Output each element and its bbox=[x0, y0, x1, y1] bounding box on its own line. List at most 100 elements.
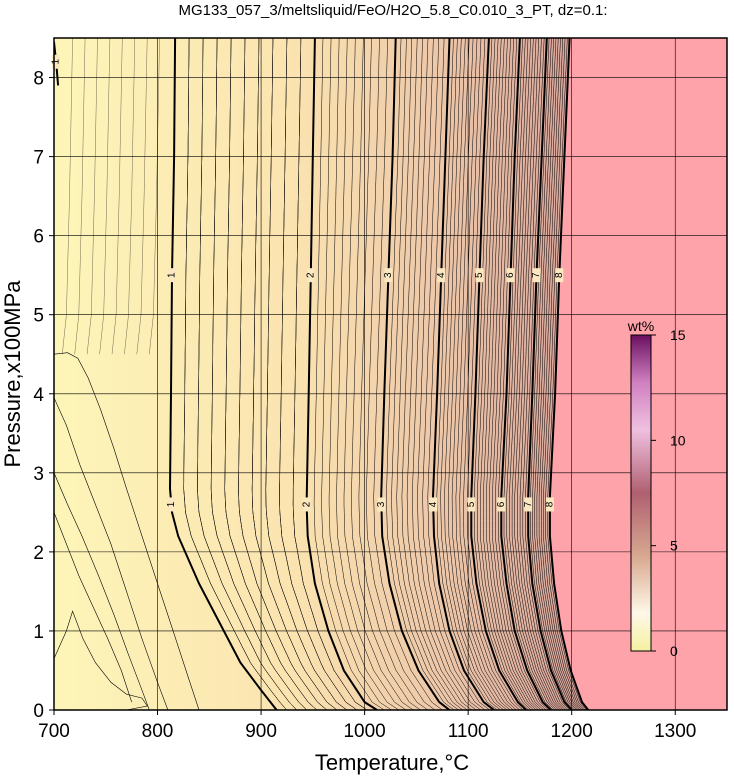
minor-contour bbox=[436, 38, 498, 710]
minor-contour bbox=[351, 38, 421, 710]
x-tick-label: 1300 bbox=[654, 721, 696, 742]
minor-contour bbox=[210, 38, 307, 710]
contour-label: 6 bbox=[496, 501, 507, 507]
minor-contour bbox=[517, 38, 564, 710]
minor-contour bbox=[451, 38, 511, 710]
x-tick-label: 1200 bbox=[551, 721, 593, 742]
minor-contour bbox=[321, 38, 392, 710]
minor-contour bbox=[292, 38, 368, 710]
colorbar-tick-label: 15 bbox=[670, 327, 686, 343]
contour-label-bg bbox=[52, 54, 61, 69]
minor-contour bbox=[474, 38, 529, 710]
y-tick-label: 0 bbox=[33, 701, 44, 722]
y-tick-label: 7 bbox=[33, 148, 44, 169]
y-tick-label: 6 bbox=[33, 227, 44, 248]
contour-label: 1 bbox=[166, 501, 177, 507]
contour-label-bg bbox=[545, 497, 554, 512]
contour-label: 6 bbox=[505, 272, 516, 278]
minor-contour bbox=[391, 38, 459, 710]
minor-contour bbox=[511, 38, 560, 710]
contour-label-bg bbox=[377, 497, 386, 512]
minor-contour bbox=[467, 38, 524, 710]
y-tick-label: 5 bbox=[33, 306, 44, 327]
contour-label: 1 bbox=[167, 272, 178, 278]
contour-label: 2 bbox=[301, 501, 312, 507]
contour-label-bg bbox=[555, 268, 564, 283]
minor-contour bbox=[54, 512, 132, 703]
minor-contour bbox=[545, 38, 586, 710]
contour-label: 3 bbox=[376, 501, 387, 507]
minor-contour bbox=[328, 38, 399, 710]
colorbar-label: wt% bbox=[627, 318, 654, 334]
contour-label-bg bbox=[429, 497, 438, 512]
contour-label-bg bbox=[437, 268, 446, 283]
minor-contour bbox=[547, 38, 587, 710]
y-tick-label: 3 bbox=[33, 464, 44, 485]
minor-contour bbox=[265, 38, 348, 710]
minor-contour bbox=[417, 38, 481, 710]
minor-contour bbox=[448, 38, 508, 710]
contour-label-bg bbox=[475, 268, 484, 283]
minor-contour bbox=[541, 38, 582, 710]
contour-label-bg bbox=[302, 497, 311, 512]
minor-contour bbox=[62, 38, 73, 355]
minor-contour bbox=[251, 38, 338, 710]
minor-contour bbox=[373, 38, 443, 710]
contour-label: 2 bbox=[305, 272, 316, 278]
minor-contour bbox=[336, 38, 407, 710]
contour-label-bg bbox=[306, 268, 315, 283]
minor-contour bbox=[427, 38, 490, 710]
contour-label-bg bbox=[524, 497, 533, 512]
x-tick-label: 1000 bbox=[343, 721, 385, 742]
minor-contour bbox=[366, 38, 436, 710]
minor-contour bbox=[74, 38, 86, 355]
x-tick-label: 800 bbox=[142, 721, 174, 742]
minor-contour bbox=[532, 38, 576, 710]
minor-contour bbox=[483, 38, 537, 710]
contour-label-bg bbox=[497, 497, 506, 512]
y-tick-label: 8 bbox=[33, 69, 44, 90]
minor-contour bbox=[514, 38, 562, 710]
minor-contour bbox=[525, 38, 570, 710]
minor-contour bbox=[489, 38, 542, 710]
contour-label: 3 bbox=[383, 272, 394, 278]
minor-contour bbox=[543, 38, 584, 710]
minor-contour bbox=[444, 38, 504, 710]
colorbar-tick-label: 10 bbox=[670, 432, 686, 448]
minor-contour bbox=[406, 38, 472, 710]
minor-contour bbox=[492, 38, 544, 710]
minor-contour bbox=[480, 38, 534, 710]
contour-label: 7 bbox=[523, 501, 534, 507]
chart-title: MG133_057_3/meltsliquid/FeO/H2O_5.8_C0.0… bbox=[178, 2, 607, 19]
minor-contour bbox=[279, 38, 358, 710]
minor-contour bbox=[358, 38, 428, 710]
y-tick-label: 1 bbox=[33, 622, 44, 643]
minor-contour bbox=[54, 352, 200, 710]
contour-label: 1 bbox=[51, 58, 62, 64]
y-axis-label: Pressure,x100MPa bbox=[0, 280, 25, 468]
x-tick-label: 900 bbox=[245, 721, 277, 742]
contour-label: 7 bbox=[531, 272, 542, 278]
contour-label-bg bbox=[168, 268, 177, 283]
colorbar-tick-label: 0 bbox=[670, 643, 678, 659]
contour-label: 8 bbox=[545, 501, 556, 507]
minor-contour bbox=[536, 38, 579, 710]
contour-label-bg bbox=[384, 268, 393, 283]
minor-contour bbox=[197, 38, 297, 710]
minor-contour bbox=[386, 38, 455, 710]
x-tick-label: 700 bbox=[38, 721, 70, 742]
minor-contour bbox=[224, 38, 317, 710]
minor-contour bbox=[509, 38, 558, 710]
colorbar-tick-label: 5 bbox=[670, 538, 678, 554]
minor-contour bbox=[54, 397, 169, 710]
minor-contour bbox=[401, 38, 468, 710]
minor-contour bbox=[136, 38, 148, 355]
minor-contour bbox=[411, 38, 477, 710]
minor-contour bbox=[440, 38, 501, 710]
minor-contour bbox=[522, 38, 568, 710]
minor-contour bbox=[477, 38, 532, 710]
contour-label: 4 bbox=[436, 272, 447, 278]
minor-contour bbox=[506, 38, 556, 710]
minor-contour bbox=[343, 38, 414, 710]
